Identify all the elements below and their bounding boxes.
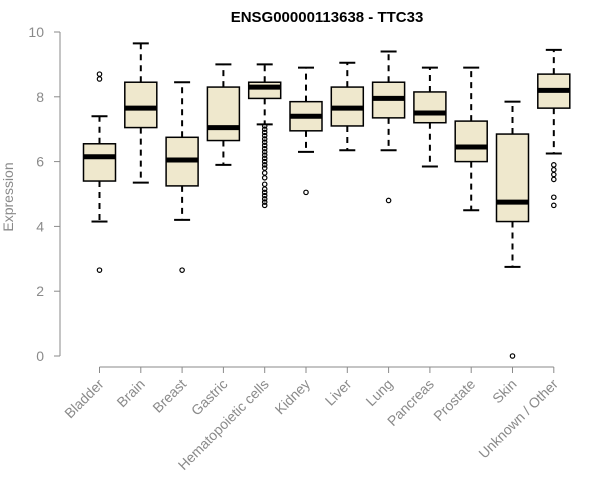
y-tick-label: 0 bbox=[36, 348, 44, 364]
outlier-point bbox=[261, 158, 268, 165]
box-skin bbox=[495, 100, 530, 359]
outlier-point bbox=[550, 194, 557, 201]
outlier-point bbox=[261, 123, 268, 129]
box-unknown-other bbox=[537, 48, 571, 209]
outlier-point bbox=[96, 76, 103, 82]
y-tick-label: 10 bbox=[28, 24, 44, 40]
outlier-point bbox=[550, 166, 557, 173]
y-axis-title: Expression bbox=[0, 162, 16, 231]
y-tick-label: 8 bbox=[36, 89, 44, 105]
box-gastric bbox=[206, 63, 241, 166]
box-prostate bbox=[454, 66, 488, 212]
iqr-box bbox=[495, 133, 530, 223]
outlier-point bbox=[261, 165, 268, 171]
box-bladder bbox=[82, 71, 117, 273]
outlier-point bbox=[550, 176, 557, 183]
outlier-point bbox=[96, 267, 103, 273]
x-tick-label: Lung bbox=[362, 376, 395, 409]
boxes-layer bbox=[82, 42, 571, 359]
outlier-point bbox=[385, 197, 392, 204]
y-tick-label: 4 bbox=[36, 218, 44, 234]
x-tick-label: Liver bbox=[322, 376, 355, 409]
x-tick-label: Brain bbox=[113, 376, 147, 410]
outlier-point bbox=[550, 171, 557, 178]
outlier-point bbox=[261, 149, 268, 155]
outlier-point bbox=[179, 267, 185, 273]
outlier-point bbox=[303, 189, 309, 196]
chart-title: ENSG00000113638 - TTC33 bbox=[231, 9, 424, 26]
outlier-point bbox=[261, 152, 268, 158]
outlier-point bbox=[261, 181, 268, 188]
box-hematopoietic-cells bbox=[247, 63, 282, 209]
outlier-point bbox=[261, 199, 268, 205]
box-lung bbox=[371, 50, 406, 204]
outlier-point bbox=[261, 175, 268, 181]
outlier-point bbox=[261, 192, 268, 199]
x-tick-label: Bladder bbox=[61, 376, 107, 422]
iqr-box bbox=[454, 120, 488, 163]
outlier-point bbox=[96, 71, 103, 77]
y-axis: 0 2 4 6 8 10 bbox=[28, 24, 61, 364]
outlier-point bbox=[261, 142, 268, 149]
x-tick-label: Kidney bbox=[272, 376, 314, 418]
box-brain bbox=[124, 42, 158, 184]
iqr-box bbox=[82, 143, 117, 182]
y-tick-label: 6 bbox=[36, 154, 44, 170]
outlier-point bbox=[261, 170, 268, 176]
outlier-point bbox=[261, 189, 268, 196]
x-tick-label: Skin bbox=[489, 376, 520, 407]
iqr-box bbox=[206, 86, 241, 142]
iqr-box bbox=[124, 81, 158, 129]
outlier-point bbox=[261, 145, 268, 152]
outlier-point bbox=[261, 129, 268, 136]
x-tick-label: Breast bbox=[149, 376, 189, 416]
outlier-point bbox=[509, 353, 516, 359]
outlier-point bbox=[261, 126, 268, 133]
outlier-point bbox=[261, 196, 268, 202]
outlier-point bbox=[261, 136, 268, 142]
iqr-box bbox=[413, 91, 447, 124]
outlier-point bbox=[550, 162, 557, 168]
box-liver bbox=[330, 61, 365, 152]
y-tick-label: 2 bbox=[36, 283, 44, 299]
outlier-point bbox=[261, 139, 268, 145]
x-tick-label: Prostate bbox=[430, 376, 478, 424]
outlier-point bbox=[261, 202, 268, 209]
box-pancreas bbox=[413, 66, 447, 168]
outlier-point bbox=[261, 132, 268, 139]
outlier-point bbox=[261, 162, 268, 168]
box-breast bbox=[165, 81, 199, 273]
outlier-point bbox=[261, 155, 268, 162]
outlier-point bbox=[550, 202, 557, 209]
box-kidney bbox=[289, 66, 323, 196]
